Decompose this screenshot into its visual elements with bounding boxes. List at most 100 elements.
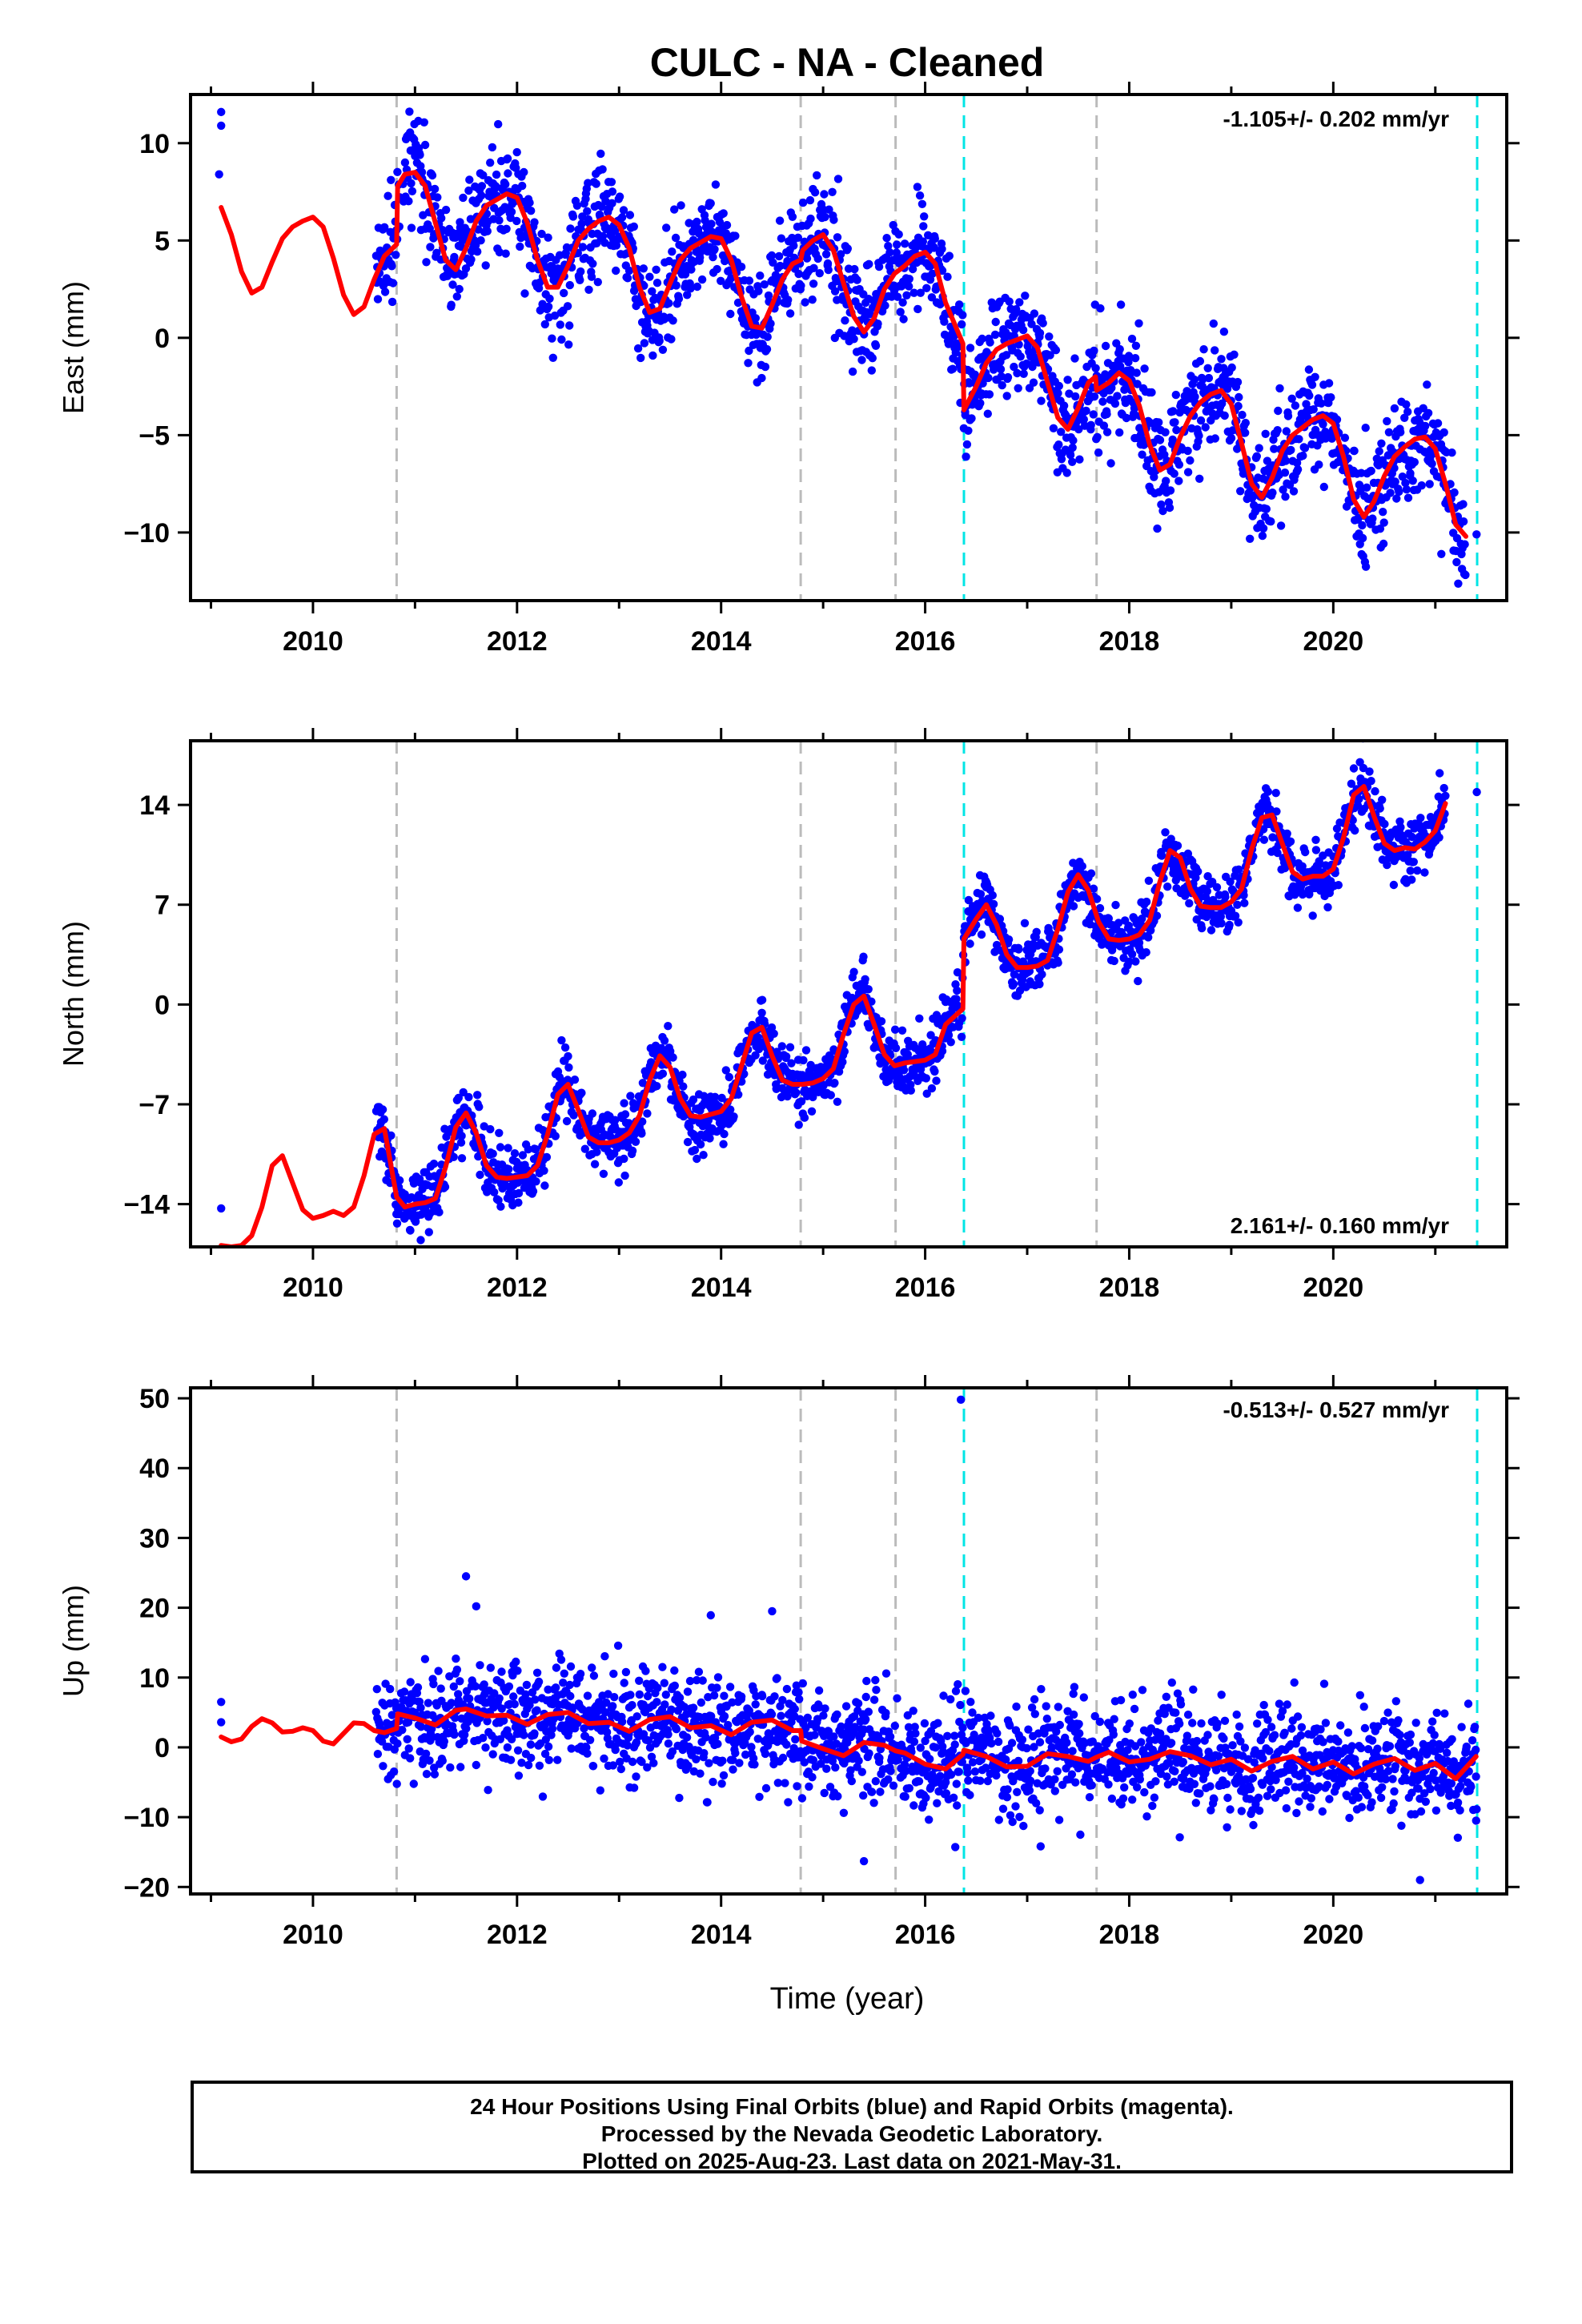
- data-point: [1301, 847, 1310, 857]
- data-point: [1262, 505, 1271, 513]
- data-point: [652, 1698, 661, 1707]
- data-point: [1107, 384, 1116, 392]
- data-point: [857, 356, 866, 364]
- data-point: [387, 297, 397, 307]
- data-point: [1456, 0, 1464, 4]
- data-point: [1463, 0, 1471, 4]
- data-point: [446, 1763, 455, 1772]
- data-point: [830, 287, 840, 296]
- data-point: [1469, 0, 1477, 4]
- data-point: [684, 1761, 693, 1771]
- data-point: [420, 118, 428, 127]
- data-point: [373, 1750, 383, 1759]
- data-point: [1110, 956, 1118, 966]
- data-point: [588, 1663, 596, 1672]
- data-point: [897, 1026, 907, 1035]
- data-point: [506, 1755, 516, 1764]
- data-point: [938, 244, 946, 254]
- data-point: [1208, 878, 1217, 887]
- data-point: [781, 1052, 791, 1061]
- data-point: [669, 316, 677, 325]
- y-tick-label: 14: [139, 790, 170, 821]
- data-point: [588, 1109, 597, 1118]
- data-point: [1071, 392, 1080, 401]
- data-point: [1259, 825, 1268, 834]
- data-point: [1111, 900, 1120, 910]
- data-point: [495, 247, 504, 257]
- data-point: [1204, 373, 1214, 383]
- figure-title: CULC - NA - Cleaned: [650, 40, 1045, 85]
- data-point: [668, 1747, 677, 1756]
- data-point: [830, 1079, 839, 1088]
- data-point: [1443, 0, 1452, 4]
- data-point: [725, 1683, 735, 1691]
- data-point: [532, 1177, 540, 1186]
- data-point: [1309, 405, 1318, 414]
- data-point: [1461, 0, 1469, 4]
- data-point: [512, 216, 521, 226]
- data-point: [1379, 539, 1388, 549]
- data-point: [565, 280, 574, 290]
- data-point: [1439, 428, 1448, 437]
- data-point: [488, 143, 497, 152]
- data-point: [535, 1761, 544, 1770]
- data-point: [544, 1685, 552, 1694]
- data-point: [1417, 481, 1426, 490]
- data-point: [451, 1713, 460, 1723]
- data-point: [388, 279, 398, 287]
- data-point: [946, 1038, 955, 1047]
- data-point: [1086, 869, 1096, 878]
- velocity-rate-label: -1.105+/- 0.202 mm/yr: [1223, 107, 1449, 131]
- data-point: [604, 1690, 612, 1699]
- data-point: [1468, 0, 1476, 4]
- data-point: [713, 1673, 723, 1682]
- data-point: [1002, 351, 1011, 360]
- data-point: [637, 1129, 646, 1138]
- data-point: [1441, 791, 1450, 800]
- data-point: [1225, 920, 1234, 930]
- data-point: [833, 1791, 842, 1801]
- data-point: [1233, 377, 1243, 387]
- data-point: [720, 1691, 729, 1700]
- data-point: [967, 414, 976, 423]
- data-point: [1471, 0, 1479, 4]
- data-point: [658, 1069, 668, 1078]
- data-point: [707, 219, 716, 228]
- data-point: [477, 182, 487, 191]
- data-point: [1433, 419, 1443, 428]
- data-point: [704, 1693, 713, 1702]
- data-point: [1287, 445, 1295, 455]
- data-point: [885, 1732, 895, 1741]
- data-point: [1235, 865, 1243, 875]
- data-point: [1246, 534, 1255, 543]
- data-point: [699, 1151, 708, 1160]
- data-point: [510, 1699, 519, 1709]
- data-point: [728, 1698, 737, 1707]
- data-point: [568, 212, 578, 221]
- data-point: [1110, 399, 1120, 408]
- data-point: [448, 280, 457, 289]
- data-point: [432, 248, 441, 257]
- data-point: [797, 281, 805, 290]
- data-point: [1070, 354, 1079, 363]
- data-point: [1281, 493, 1290, 501]
- data-point: [1383, 860, 1391, 870]
- data-point: [387, 1711, 396, 1719]
- data-point: [416, 151, 424, 159]
- data-point: [1078, 862, 1087, 870]
- data-point: [918, 237, 928, 246]
- data-point: [1396, 428, 1405, 436]
- data-point: [1122, 413, 1131, 423]
- data-point: [862, 1676, 871, 1686]
- data-point: [1286, 837, 1295, 846]
- data-point: [853, 275, 861, 284]
- data-point: [1198, 382, 1207, 391]
- data-point: [1468, 0, 1476, 4]
- data-point: [1091, 364, 1100, 372]
- data-point: [1358, 521, 1367, 530]
- data-point: [1227, 363, 1236, 372]
- data-point: [629, 222, 638, 231]
- data-point: [773, 1047, 781, 1056]
- data-point: [1416, 814, 1425, 822]
